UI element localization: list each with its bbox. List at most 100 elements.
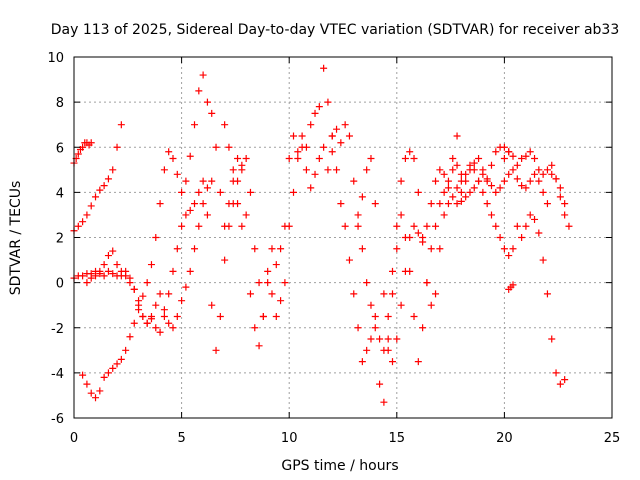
data-point [104,175,112,183]
data-point [277,245,285,253]
data-point [333,166,341,174]
data-point [500,177,508,185]
data-point [122,346,130,354]
data-point [79,143,87,151]
data-point [212,143,220,151]
x-tick-label: 25 [604,431,621,446]
data-point [238,222,246,230]
data-point [315,155,323,163]
data-point [522,152,530,160]
data-point [522,222,530,230]
data-point [199,200,207,208]
data-point [135,301,143,309]
data-point [423,222,431,230]
data-point [367,155,375,163]
data-point [268,245,276,253]
data-point [79,218,87,226]
data-point [186,267,194,275]
data-point [354,211,362,219]
data-point [268,290,276,298]
data-point [522,184,530,192]
data-point [492,148,500,156]
data-point [380,398,388,406]
data-point [354,222,362,230]
data-point [191,245,199,253]
data-point [462,193,470,201]
data-point [457,188,465,196]
data-point [384,312,392,320]
data-point [87,389,95,397]
y-axis-label: SDTVAR / TECUs [8,181,24,296]
data-point [496,184,504,192]
data-point [315,103,323,111]
data-point [96,186,104,194]
data-point [246,290,254,298]
data-point [277,297,285,305]
data-point [444,200,452,208]
data-point [74,150,82,158]
data-point [401,267,409,275]
x-axis-label: GPS time / hours [281,458,398,474]
data-point [130,319,138,327]
y-tick-label: -4 [51,367,64,382]
x-tick-label: 10 [281,431,298,446]
data-point [363,166,371,174]
data-point [328,132,336,140]
data-point [251,324,259,332]
data-point [87,274,95,282]
data-point [509,281,517,289]
axis-ticks: 0 5 10 15 20 25 -6 -4 -2 0 2 4 6 8 10 [47,51,620,446]
data-point [371,312,379,320]
data-point [453,200,461,208]
data-point [238,161,246,169]
data-point [539,170,547,178]
data-point [345,132,353,140]
data-point [109,270,117,278]
data-point [444,177,452,185]
y-tick-label: 8 [56,96,64,111]
data-point [397,177,405,185]
data-point [311,109,319,117]
data-point [199,177,207,185]
data-point [169,155,177,163]
series-trace-12 [500,148,573,230]
data-point [173,170,181,178]
series-trace-11 [453,161,569,388]
data-point [191,200,199,208]
data-point [156,290,164,298]
data-point [401,155,409,163]
data-point [186,152,194,160]
data-point [337,200,345,208]
data-point [354,324,362,332]
data-point [160,312,168,320]
data-point [229,177,237,185]
data-point [229,166,237,174]
data-point [341,222,349,230]
data-point [414,188,422,196]
data-points [70,64,573,406]
data-point [509,245,517,253]
data-point [548,161,556,169]
data-point [513,222,521,230]
data-point [328,148,336,156]
data-point [182,211,190,219]
data-point [371,324,379,332]
data-point [376,335,384,343]
data-point [173,245,181,253]
data-point [104,369,112,377]
data-point [255,279,263,287]
data-point [535,166,543,174]
data-point [376,380,384,388]
data-point [367,335,375,343]
data-point [453,161,461,169]
data-point [561,376,569,384]
data-point [552,369,560,377]
series-trace-9 [354,143,513,354]
data-point [298,143,306,151]
data-point [74,222,82,230]
series-trace-8 [328,132,465,406]
data-point [543,290,551,298]
data-point [470,159,478,167]
data-point [178,188,186,196]
x-tick-label: 20 [496,431,513,446]
